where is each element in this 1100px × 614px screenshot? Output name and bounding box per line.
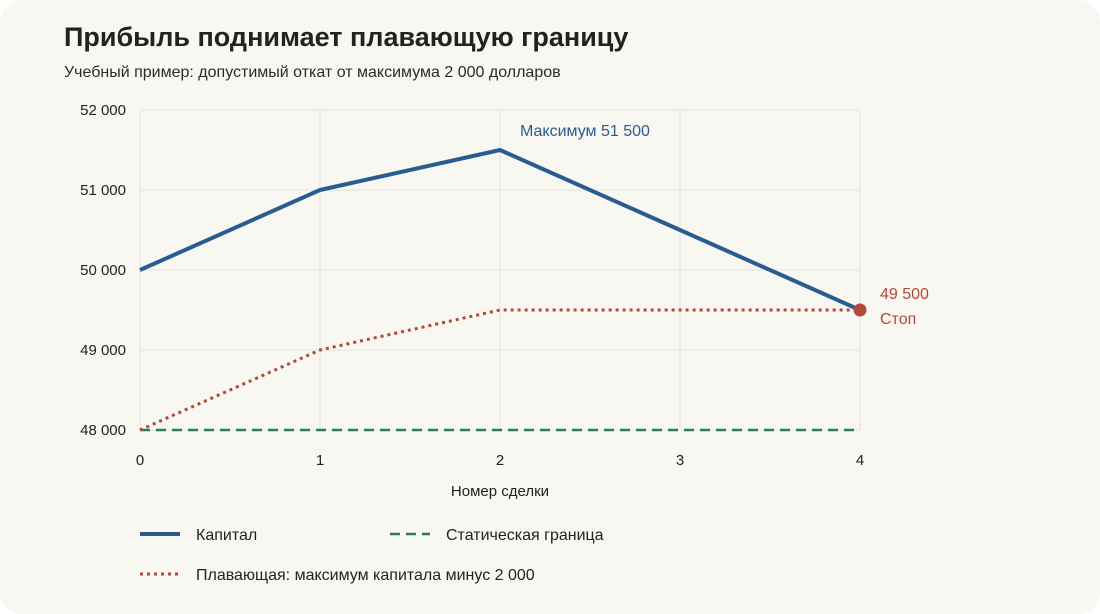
chart-title: Прибыль поднимает плавающую границу (64, 22, 629, 52)
y-axis-ticks: 48 000 49 000 50 000 51 000 52 000 (80, 102, 126, 439)
annotation-stop-label: Стоп (880, 311, 916, 328)
grid (139, 109, 861, 431)
annotation-stop-value: 49 500 (880, 286, 929, 303)
chart-subtitle: Учебный пример: допустимый откат от макс… (64, 64, 561, 81)
y-tick-label-3: 51 000 (80, 182, 126, 199)
y-tick-label-4: 52 000 (80, 102, 126, 119)
annotations: Максимум 51 500 49 500 Стоп (520, 123, 929, 328)
y-tick-label-0: 48 000 (80, 422, 126, 439)
y-tick-label-1: 49 000 (80, 342, 126, 359)
y-tick-label-2: 50 000 (80, 262, 126, 279)
series-line-equity (139, 148, 861, 312)
legend-label-static: Статическая граница (446, 527, 604, 544)
x-tick-label-2: 2 (496, 452, 504, 469)
legend-label-trailing: Плавающая: максимум капитала минус 2 000 (196, 567, 535, 584)
x-tick-label-1: 1 (316, 452, 324, 469)
series-lines (139, 148, 861, 432)
x-axis-ticks: 0 1 2 3 4 (136, 452, 864, 469)
x-tick-label-3: 3 (676, 452, 684, 469)
x-axis-label: Номер сделки (451, 483, 549, 500)
x-tick-label-0: 0 (136, 452, 144, 469)
x-tick-label-4: 4 (856, 452, 864, 469)
stop-point-marker (853, 303, 867, 317)
legend: Капитал Статическая граница Плавающая: мак… (140, 527, 604, 584)
annotation-max-label: Максимум 51 500 (520, 123, 650, 140)
legend-label-equity: Капитал (196, 527, 257, 544)
